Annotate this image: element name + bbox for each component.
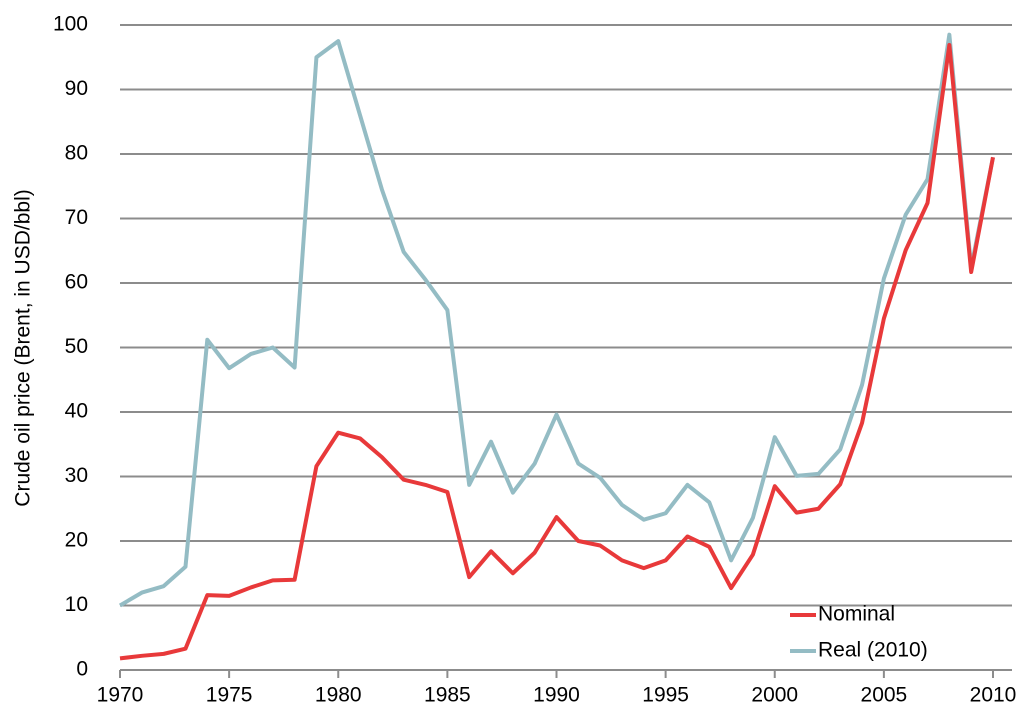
y-tick-label: 10 <box>65 593 88 616</box>
x-tick-label: 2010 <box>970 684 1017 707</box>
y-tick-label: 90 <box>65 77 88 100</box>
x-tick-label: 1975 <box>206 684 253 707</box>
y-tick-label: 60 <box>65 271 88 294</box>
y-axis-label: Crude oil price (Brent, in USD/bbl) <box>12 189 35 506</box>
legend-label: Real (2010) <box>818 639 928 662</box>
x-tick-label: 1970 <box>97 684 144 707</box>
y-tick-label: 40 <box>65 400 88 423</box>
x-tick-label: 1990 <box>533 684 580 707</box>
y-tick-label: 100 <box>53 13 88 36</box>
line-series <box>119 42 995 661</box>
y-tick-label: 50 <box>65 335 88 358</box>
x-tick-label: 2005 <box>861 684 908 707</box>
y-tick-label: 30 <box>65 464 88 487</box>
y-tick-label: 20 <box>65 529 88 552</box>
y-tick-label: 70 <box>65 206 88 229</box>
x-tick-label: 2000 <box>751 684 798 707</box>
x-tick-label: 1980 <box>315 684 362 707</box>
y-tick-label: 0 <box>76 658 88 681</box>
y-tick-label: 80 <box>65 142 88 165</box>
x-tick-label: 1985 <box>424 684 471 707</box>
legend-label: Nominal <box>818 603 895 626</box>
x-tick-label: 1995 <box>642 684 689 707</box>
line-series <box>118 32 995 608</box>
